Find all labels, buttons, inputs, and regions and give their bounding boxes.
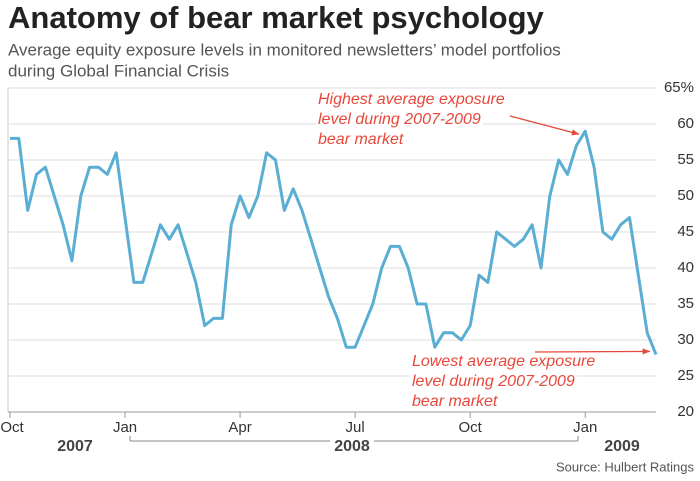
x-tick-label: Jan <box>573 419 597 436</box>
chart-subtitle: during Global Financial Crisis <box>8 61 229 80</box>
x-tick-label: Apr <box>228 419 251 436</box>
year-label: 2008 <box>334 438 370 455</box>
annotation-bg <box>316 131 406 149</box>
y-tick-label: 30 <box>677 331 694 348</box>
annotation-arrow <box>509 115 580 135</box>
annotation: Highest average exposure <box>318 91 505 108</box>
x-tick-label: Oct <box>0 419 24 436</box>
annotation-bg <box>410 373 577 391</box>
chart-subtitle: Average equity exposure levels in monito… <box>8 40 561 59</box>
year-label: 2007 <box>57 438 93 455</box>
y-tick-label: 35 <box>677 295 694 312</box>
y-tick-label: 55 <box>677 151 694 168</box>
source: Source: Hulbert Ratings <box>556 459 695 474</box>
arrow-head <box>571 129 580 136</box>
annotation-bg <box>410 353 598 371</box>
annotation-bg <box>316 111 483 129</box>
y-tick-label: 65% <box>664 79 694 96</box>
y-tick-label: 60 <box>677 115 694 132</box>
annotation: level during 2007-2009 <box>412 373 575 390</box>
annotation: Lowest average exposure <box>412 353 595 370</box>
annotation: level during 2007-2009 <box>318 111 481 128</box>
year-label: 2009 <box>604 438 640 455</box>
y-tick-label: 45 <box>677 223 694 240</box>
annotation-bg <box>410 393 500 411</box>
y-tick-label: 20 <box>677 403 694 420</box>
x-tick-label: Oct <box>458 419 482 436</box>
annotation-bg <box>316 91 507 109</box>
x-tick-label: Jul <box>346 419 365 436</box>
annotation: bear market <box>318 131 404 148</box>
y-tick-label: 50 <box>677 187 694 204</box>
year-bg <box>330 438 374 456</box>
annotation: bear market <box>412 393 498 410</box>
chart-title: Anatomy of bear market psychology <box>8 0 545 35</box>
y-tick-label: 25 <box>677 367 694 384</box>
x-tick-label: Jan <box>113 419 137 436</box>
data-line <box>10 129 658 355</box>
annotation-arrow <box>534 350 651 353</box>
y-tick-label: 40 <box>677 259 694 276</box>
arrow-head <box>642 348 650 355</box>
